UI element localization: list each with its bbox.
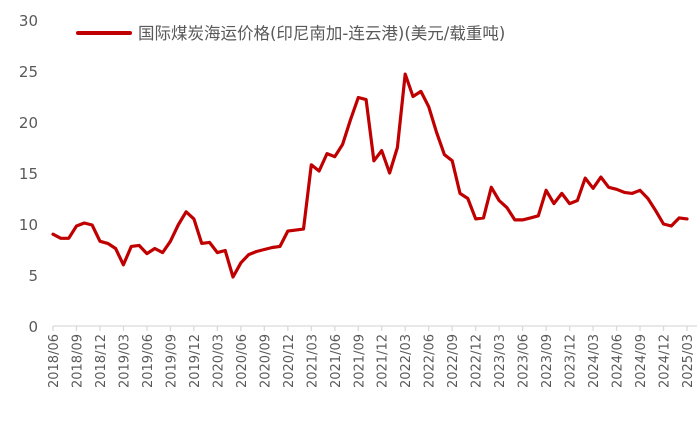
- x-tick-label: 2023/03: [493, 334, 508, 388]
- y-tick-label: 30: [19, 12, 38, 30]
- x-tick-label: 2018/12: [94, 334, 109, 388]
- series-line-coal-freight: [51, 72, 689, 279]
- y-tick-label: 25: [19, 63, 38, 81]
- x-tick-label: 2022/06: [423, 334, 438, 388]
- y-tick-label: 0: [28, 318, 38, 336]
- x-tick-label: 2021/09: [352, 334, 367, 388]
- x-tick-label: 2019/06: [141, 334, 156, 388]
- x-tick-label: 2020/03: [211, 334, 226, 388]
- x-tick-label: 2023/09: [540, 334, 555, 388]
- x-tick-label: 2019/09: [164, 334, 179, 388]
- x-tick-label: 2024/03: [587, 334, 602, 388]
- y-tick-label: 15: [19, 165, 38, 183]
- x-tick-label: 2024/12: [658, 334, 673, 388]
- x-tick-label: 2021/06: [329, 334, 344, 388]
- x-tick-label: 2020/06: [235, 334, 250, 388]
- x-tick-label: 2018/09: [70, 334, 85, 388]
- x-tick-label: 2024/06: [611, 334, 626, 388]
- x-axis: 2018/06 2018/09 2018/12 2019/03 2019/06 2019/…: [47, 325, 697, 388]
- x-tick-label: 2021/03: [305, 334, 320, 388]
- x-tick-label: 2020/09: [258, 334, 273, 388]
- legend: 国际煤炭海运价格(印尼南加-连云港)(美元/载重吨): [76, 24, 505, 43]
- x-tick-label: 2021/12: [376, 334, 391, 388]
- x-tick-label: 2022/09: [446, 334, 461, 388]
- y-axis-labels: 0 5 10 15 20 25 30: [19, 12, 38, 336]
- x-tick-label: 2018/06: [47, 334, 62, 388]
- legend-label: 国际煤炭海运价格(印尼南加-连云港)(美元/载重吨): [138, 24, 505, 43]
- x-tick-label: 2023/12: [564, 334, 579, 388]
- x-tick-label: 2019/12: [188, 334, 203, 388]
- x-tick-label: 2024/09: [634, 334, 649, 388]
- y-tick-label: 20: [19, 114, 38, 132]
- x-tick-label: 2025/03: [681, 334, 696, 388]
- x-tick-label: 2022/12: [470, 334, 485, 388]
- x-tick-label: 2020/12: [282, 334, 297, 388]
- x-tick-label: 2022/03: [399, 334, 414, 388]
- x-tick-label: 2019/03: [117, 334, 132, 388]
- y-tick-label: 10: [19, 216, 38, 234]
- x-tick-label: 2023/06: [517, 334, 532, 388]
- y-tick-label: 5: [28, 267, 38, 285]
